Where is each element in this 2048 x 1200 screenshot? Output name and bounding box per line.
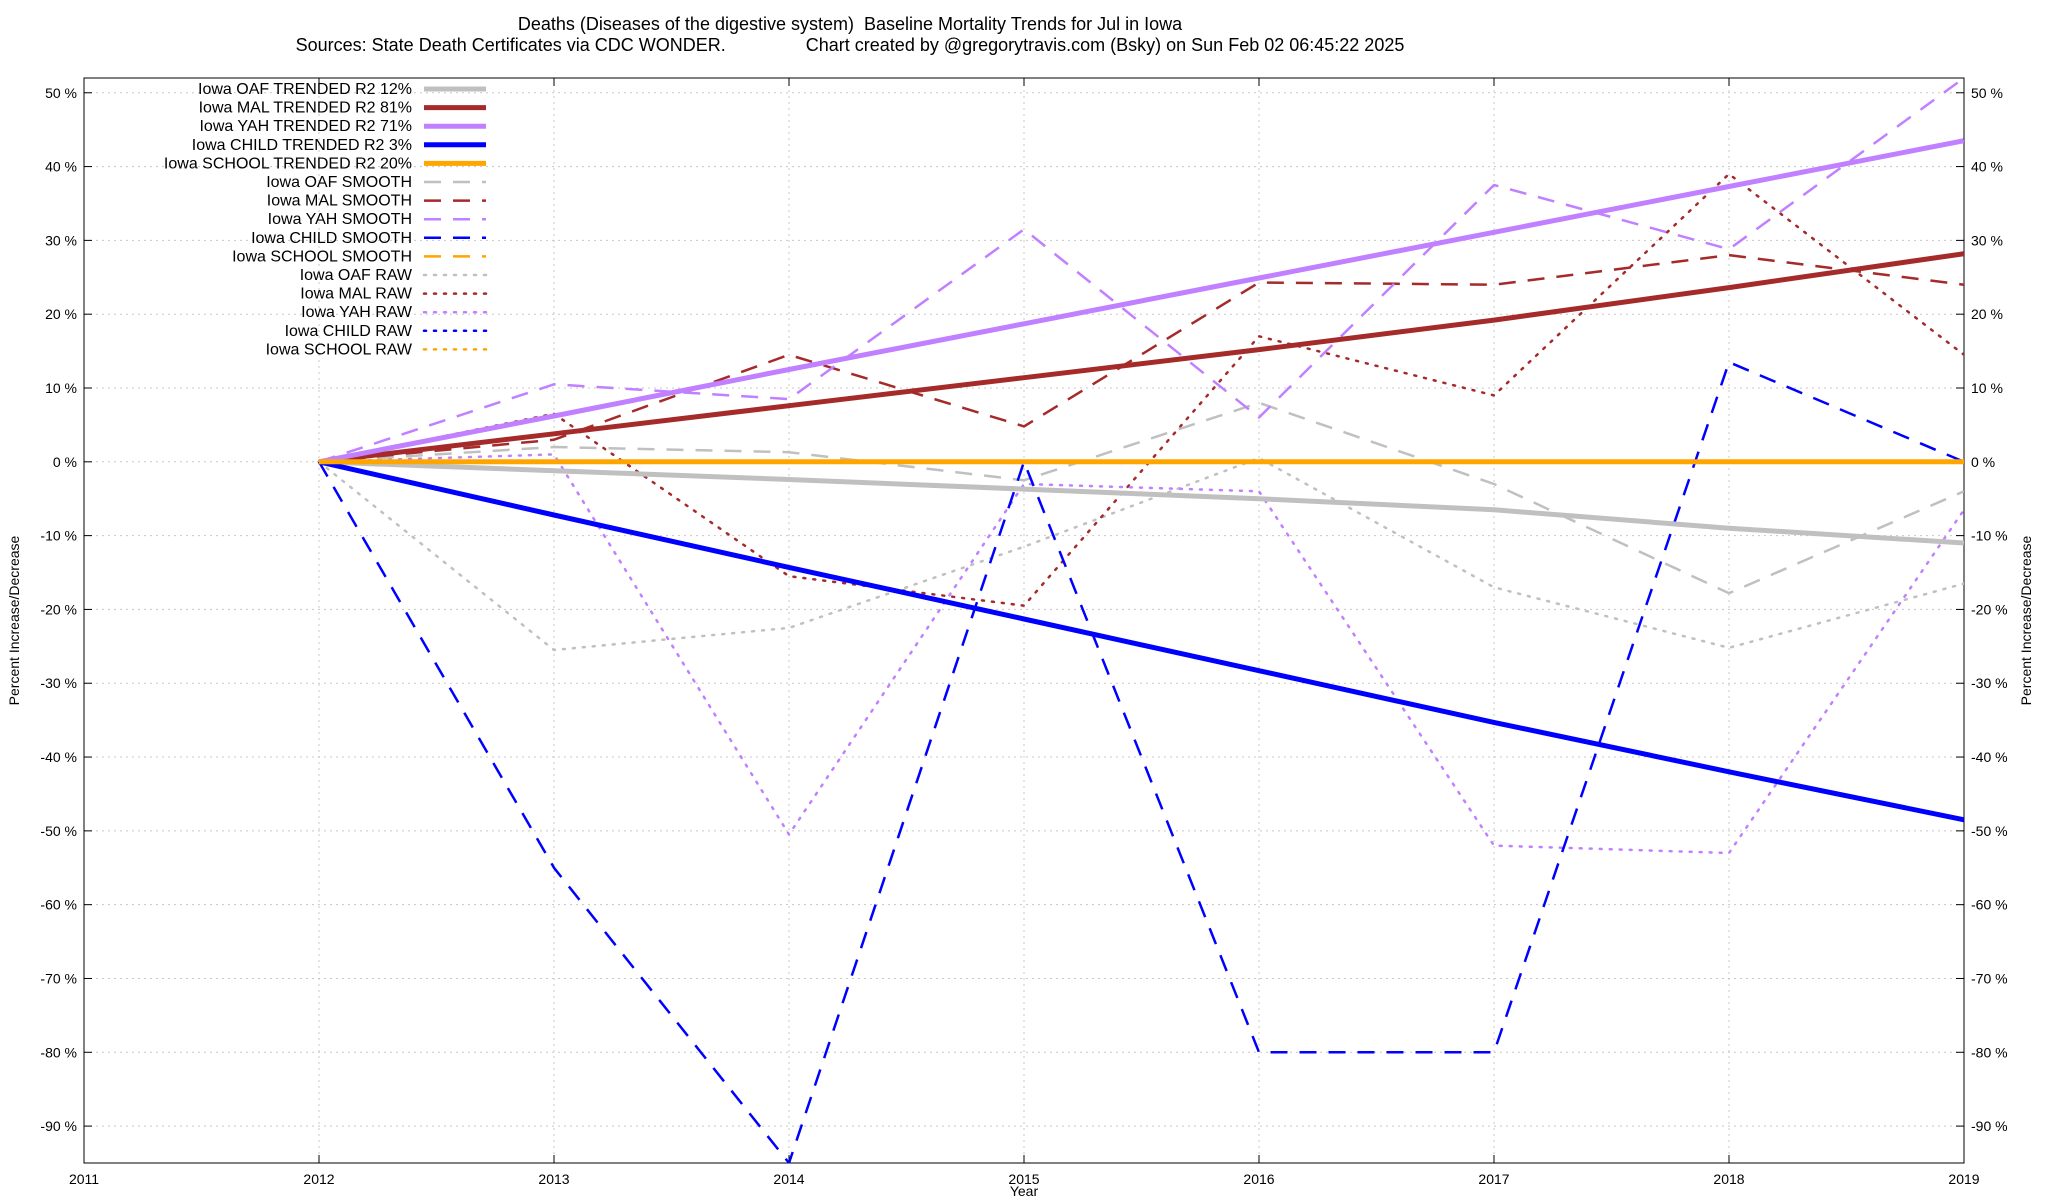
grid-lines [83,78,1965,1163]
x-tick-label: 2013 [538,1171,569,1187]
legend-label: Iowa OAF SMOOTH [266,174,412,191]
series-line-0 [318,459,1964,546]
y-tick-label: 0 % [53,454,77,470]
y2-tick-label: 50 % [1971,85,2003,101]
y2-tick-label: 10 % [1971,380,2003,396]
y2-tick-label: -60 % [1971,897,2008,913]
y-tick-label: 40 % [45,159,77,175]
legend-label: Iowa CHILD SMOOTH [251,230,412,247]
y2-tick-label: -20 % [1971,601,2008,617]
x-tick-label: 2011 [69,1171,99,1187]
y2-tick-label: 30 % [1971,232,2003,248]
y-tick-label: 50 % [45,85,77,101]
legend-label: Iowa YAH RAW [301,304,413,321]
legend-label: Iowa CHILD TRENDED R2 3% [192,137,412,154]
legend-label: Iowa MAL TRENDED R2 81% [199,100,412,117]
y2-axis-label: Percent Increase/Decrease [2018,535,2034,705]
legend-label: Iowa SCHOOL TRENDED R2 20% [164,155,412,172]
y2-tick-label: -30 % [1971,675,2008,691]
series-lines [317,78,1964,1163]
y-tick-label: 10 % [45,380,77,396]
y2-tick-label: -90 % [1971,1118,2008,1134]
series-line-3 [318,459,1964,823]
series-line-10 [317,456,1964,652]
y2-tick-label: 40 % [1971,159,2003,175]
x-tick-label: 2014 [773,1171,804,1187]
y2-tick-label: -40 % [1971,749,2008,765]
y-tick-label: -10 % [40,528,77,544]
y-tick-label: -80 % [40,1044,77,1060]
x-tick-label: 2016 [1243,1171,1274,1187]
legend-label: Iowa MAL SMOOTH [267,193,412,210]
legend-label: Iowa SCHOOL RAW [266,341,413,358]
y-tick-label: -70 % [40,970,77,986]
legend-label: Iowa OAF TRENDED R2 12% [198,81,412,98]
series-line-2 [318,138,1964,465]
x-tick-label: 2019 [1948,1171,1979,1187]
y-tick-label: -50 % [40,823,77,839]
y2-tick-label: 0 % [1971,454,1995,470]
chart-subtitle: Sources: State Death Certificates via CD… [295,35,1405,55]
legend-label: Iowa MAL RAW [300,286,413,303]
legend-label: Iowa YAH TRENDED R2 71% [199,118,412,135]
x-axis-label: Year [1010,1183,1039,1199]
y2-tick-label: -80 % [1971,1044,2008,1060]
series-line-5 [318,401,1964,595]
legend-label: Iowa YAH SMOOTH [268,211,412,228]
series-line-6 [318,253,1964,464]
y-tick-label: -90 % [40,1118,77,1134]
y-tick-label: -20 % [40,601,77,617]
legend-label: Iowa SCHOOL SMOOTH [232,248,412,265]
y2-tick-label: -70 % [1971,970,2008,986]
y-tick-label: -60 % [40,897,77,913]
y-axis-label: Percent Increase/Decrease [6,535,22,705]
legend-label: Iowa CHILD RAW [285,323,413,340]
series-line-12 [317,453,1964,855]
x-tick-label: 2012 [303,1171,334,1187]
y-tick-label: -40 % [40,749,77,765]
series-line-7 [318,78,1964,463]
x-tick-label: 2015 [1008,1171,1039,1187]
y2-tick-label: -50 % [1971,823,2008,839]
y2-tick-label: 20 % [1971,306,2003,322]
legend-label: Iowa OAF RAW [300,267,413,284]
y-tick-label: -30 % [40,675,77,691]
y-tick-label: 20 % [45,306,77,322]
series-line-11 [317,172,1964,607]
legend: Iowa OAF TRENDED R2 12% Iowa MAL TRENDED … [164,81,488,358]
series-line-8 [317,360,1964,1163]
x-tick-label: 2018 [1713,1171,1744,1187]
series-line-1 [318,251,1964,465]
y-tick-label: 30 % [45,232,77,248]
chart-title: Deaths (Diseases of the digestive system… [517,14,1183,34]
y2-tick-label: -10 % [1971,528,2008,544]
x-tick-label: 2017 [1478,1171,1509,1187]
